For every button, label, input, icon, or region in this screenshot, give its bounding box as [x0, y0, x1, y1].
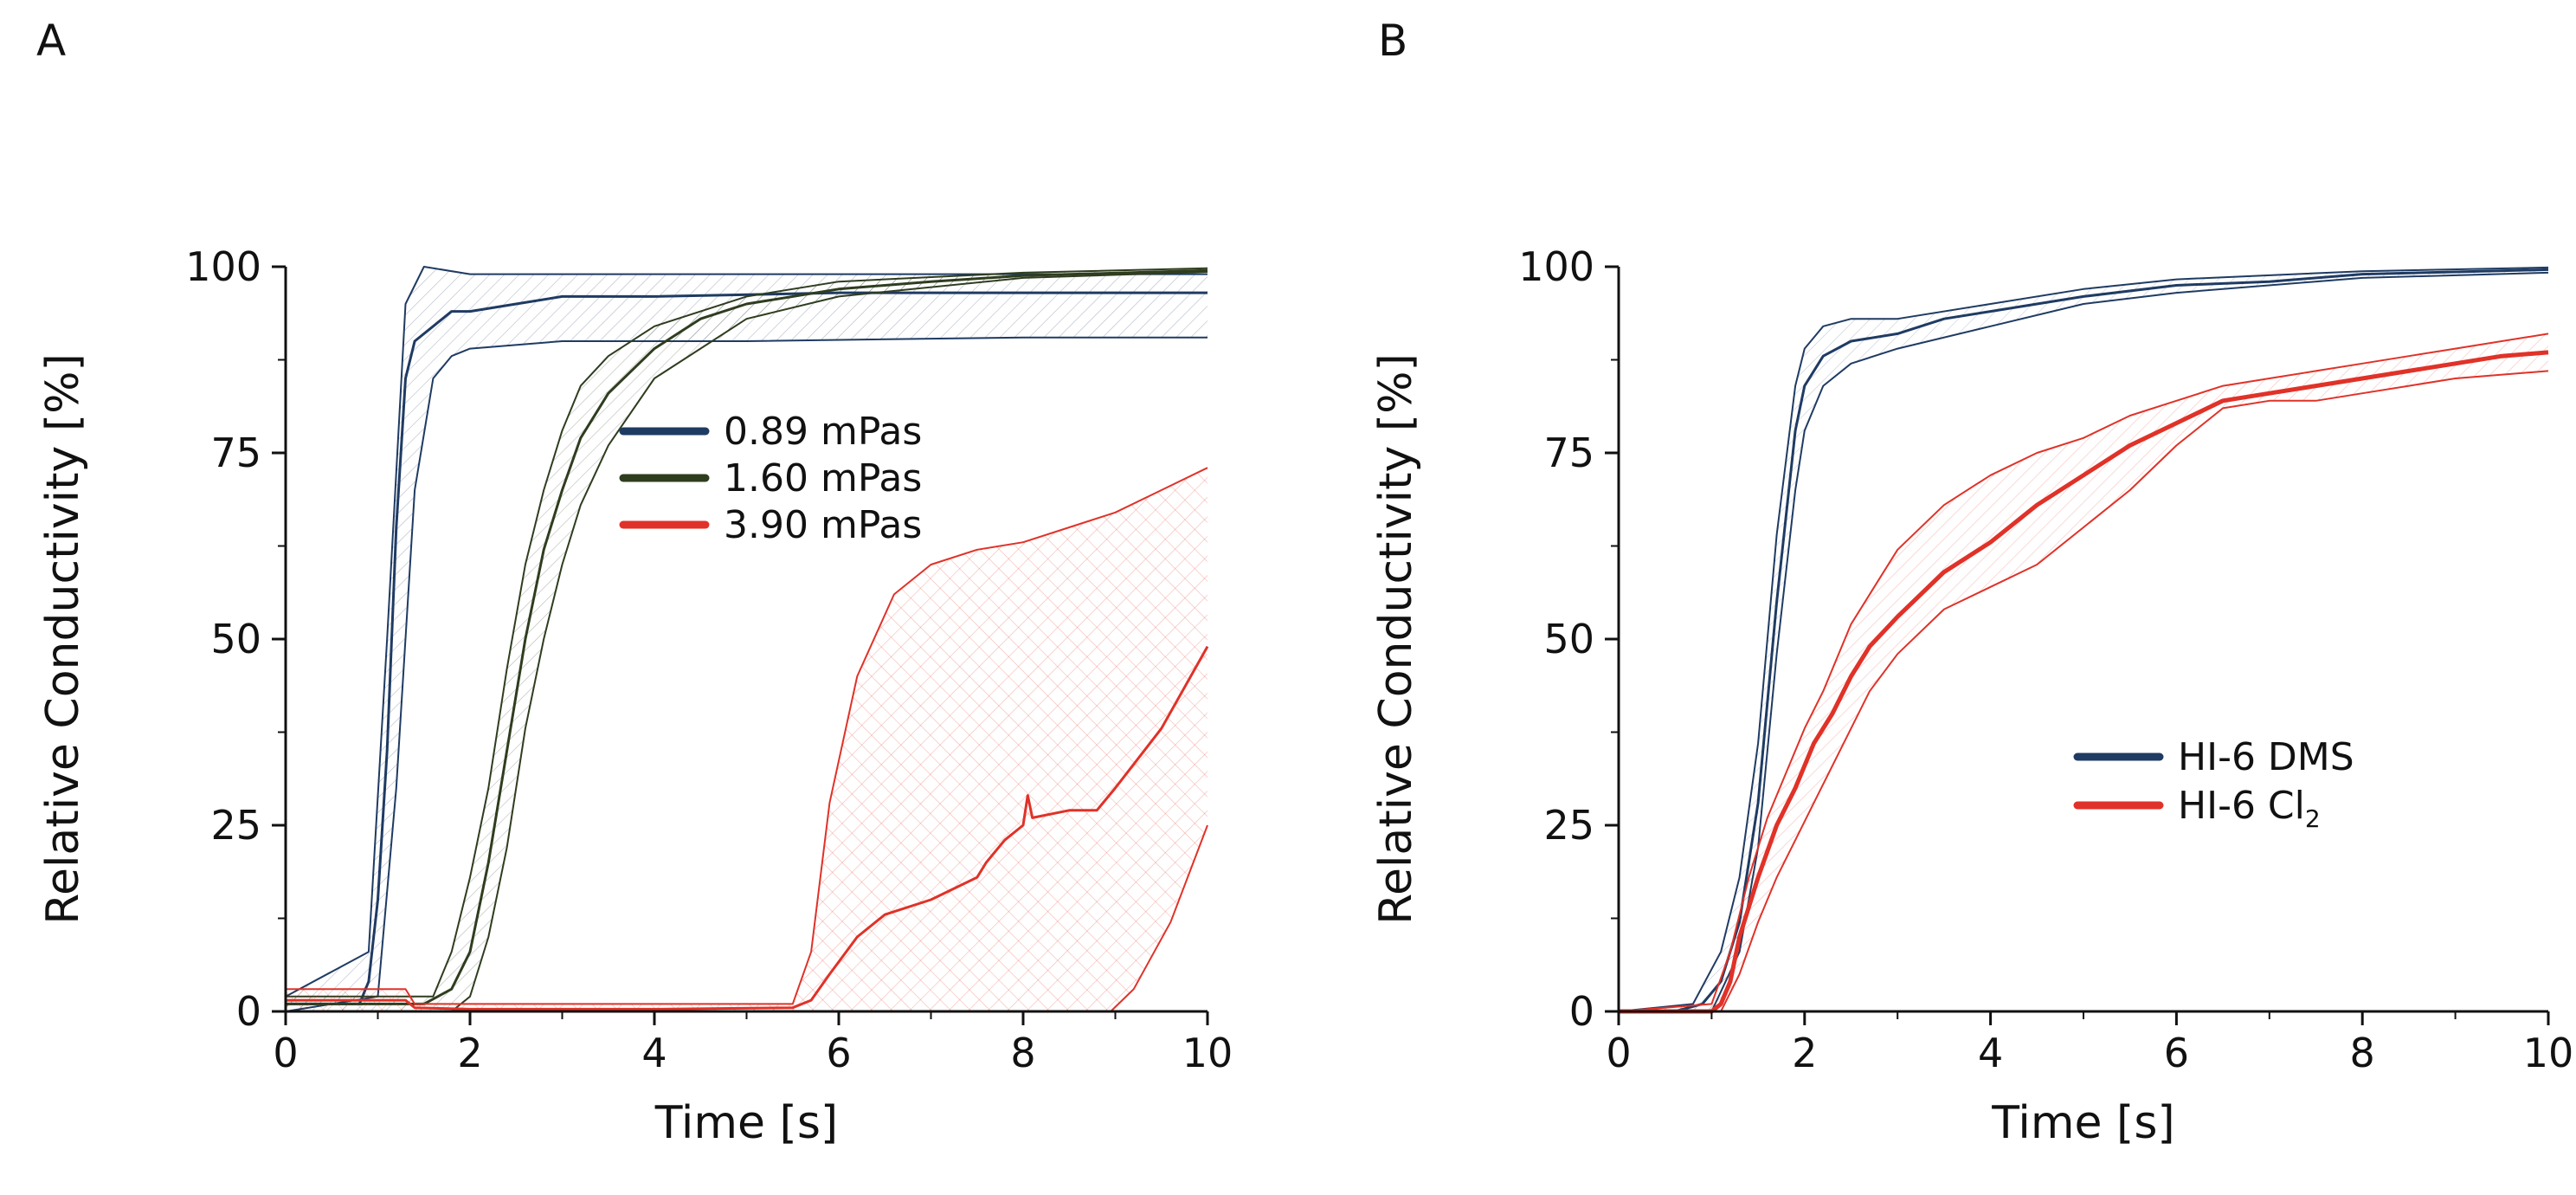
chart-a-legend-3-90-mpas-label: 3.90 mPas: [724, 503, 922, 547]
chart-b-series-hi-6-cl2: [1618, 333, 2549, 1014]
chart-a-y-tick-label: 50: [210, 616, 261, 662]
panel-label-a: A: [36, 16, 67, 66]
chart-b-x-label: Time [s]: [1991, 1097, 2174, 1149]
chart-b-x-tick-label: 4: [1978, 1030, 2003, 1076]
chart-a-series-3-90-mpas-upper-line: [286, 467, 1208, 1005]
chart-b-x-tick-label: 8: [2350, 1030, 2375, 1076]
chart-a-series-1-60-mpas-lower-line: [286, 271, 1208, 1012]
chart-b-x-tick-label: 0: [1606, 1030, 1631, 1076]
chart-a-series-0-89-mpas: [285, 266, 1208, 1012]
chart-a-x-tick-label: 10: [1182, 1030, 1233, 1076]
chart-a-series-3-90-mpas: [286, 467, 1209, 1012]
chart-a-series-3-90-mpas-mean-line: [286, 645, 1209, 1011]
chart-b-x-tick-label: 6: [2164, 1030, 2189, 1076]
chart-b-legend: HI-6 DMS HI-6 Cl2: [2073, 735, 2354, 833]
chart-b-series-hi-6-cl2-band: [1619, 333, 2548, 1011]
chart-b-x-tick-label: 2: [1792, 1030, 1817, 1076]
chart-a-series-1-60-mpas-mean-line: [286, 268, 1208, 1005]
chart-b-series-hi-6-dms-upper-line: [1618, 266, 2549, 1012]
chart-a-x-tick-label: 4: [641, 1030, 667, 1076]
chart-a-x-tick-label: 6: [826, 1030, 851, 1076]
chart-b-legend-hi-6-dms-label: HI-6 DMS: [2178, 735, 2354, 779]
chart-a-series-0-89-mpas-mean-line: [286, 291, 1208, 1005]
chart-a-x-label: Time [s]: [654, 1097, 838, 1149]
chart-b-series-hi-6-cl2-lower-line: [1619, 370, 2549, 1012]
chart-a-series-1-60-mpas-upper-line: [286, 267, 1208, 998]
chart-b-y-tick-label: 75: [1543, 430, 1594, 476]
chart-b-y-tick-label: 0: [1569, 988, 1594, 1035]
chart-b-x-tick-label: 10: [2523, 1030, 2574, 1076]
chart-a-legend-1-60-mpas-label: 1.60 mPas: [724, 456, 922, 501]
chart-b-y-tick-label: 100: [1518, 243, 1594, 290]
chart-a-series-0-89-mpas-upper-line: [285, 266, 1208, 998]
panel-label-b: B: [1378, 16, 1408, 66]
chart-a-legend-0-89-mpas-label: 0.89 mPas: [724, 410, 922, 454]
chart-a-series-0-89-mpas-band: [286, 267, 1208, 1011]
chart-a-y-tick-label: 75: [210, 430, 261, 476]
chart-a-series-0-89-mpas-lower-line: [285, 336, 1208, 1012]
chart-a-x-tick-label: 0: [273, 1030, 298, 1076]
chart-a-x-tick-label: 8: [1010, 1030, 1035, 1076]
chart-a-series-3-90-mpas-band: [286, 468, 1208, 1011]
chart-b-series-hi-6-cl2-mean-line: [1619, 350, 2549, 1014]
chart-a-x-tick-label: 2: [457, 1030, 482, 1076]
chart-a-y-label: Relative Conductivity [%]: [37, 353, 89, 925]
chart-b-y-tick-label: 25: [1543, 802, 1594, 849]
chart-a-y-tick-label: 25: [210, 802, 261, 849]
chart-b-series-hi-6-cl2-upper-line: [1618, 333, 2549, 1012]
chart-b-y-label: Relative Conductivity [%]: [1370, 353, 1422, 925]
chart-a-series-1-60-mpas: [286, 267, 1208, 1012]
chart-b-legend-hi-6-cl2-label: HI-6 Cl2: [2178, 784, 2321, 833]
chart-b-y-tick-label: 50: [1543, 616, 1594, 662]
chart-a-y-tick-label: 100: [185, 243, 261, 290]
chart-a-y-tick-label: 0: [236, 988, 261, 1035]
